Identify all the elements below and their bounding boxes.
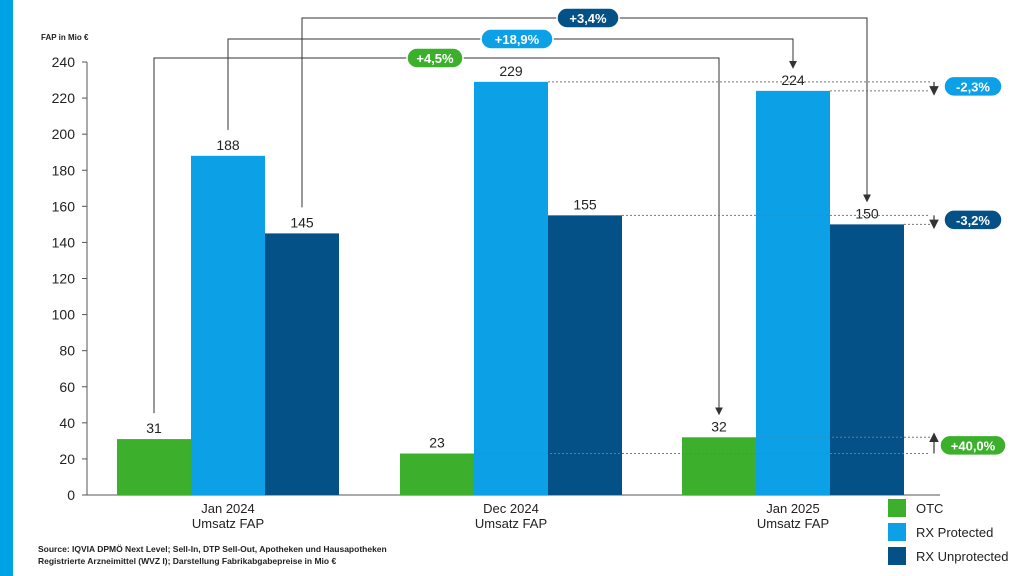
source-line-1: Source: IQVIA DPMÖ Next Level; Sell-In, …: [38, 544, 387, 554]
annotation-label: +40,0%: [951, 438, 996, 453]
legend: OTC RX Protected RX Unprotected: [888, 497, 1009, 569]
y-tick-label: 140: [52, 234, 76, 250]
data-label: 229: [499, 63, 523, 79]
annotation-label: +3,4%: [569, 11, 607, 26]
yoy-badge: [406, 47, 464, 69]
y-tick-label: 180: [52, 162, 76, 178]
y-tick-label: 20: [59, 451, 75, 467]
y-tick-label: 0: [67, 487, 75, 503]
bar: [191, 155, 265, 496]
legend-label: RX Unprotected: [916, 548, 1009, 564]
y-tick-label: 160: [52, 198, 76, 214]
yoy-badge: [480, 28, 554, 50]
data-label: 224: [781, 72, 805, 88]
y-tick-label: 240: [52, 54, 76, 70]
legend-label: RX Protected: [916, 524, 994, 540]
bar: [117, 439, 191, 495]
annotation-label: +4,5%: [416, 51, 454, 66]
data-label: 31: [146, 420, 162, 436]
bar: [474, 81, 548, 496]
bar: [400, 453, 474, 495]
annotation-label: -2,3%: [956, 79, 990, 94]
yoy-badge: [556, 7, 620, 29]
legend-swatch-otc: [888, 499, 906, 517]
data-label: 155: [573, 196, 597, 212]
x-tick-label: Jan 2025: [766, 501, 820, 516]
y-tick-label: 220: [52, 90, 76, 106]
annotation-label: +18,9%: [495, 32, 540, 47]
data-label: 188: [216, 137, 240, 153]
bar: [830, 224, 904, 495]
y-tick-label: 60: [59, 379, 75, 395]
legend-item-rx-protected: RX Protected: [888, 521, 1009, 543]
x-tick-sublabel: Umsatz FAP: [192, 516, 264, 531]
source-line-2: Registrierte Arzneimittel (WVZ I); Darst…: [38, 556, 337, 566]
legend-swatch-rx-protected: [888, 523, 906, 541]
y-tick-label: 200: [52, 126, 76, 142]
mom-badge: [943, 75, 1003, 98]
bar: [265, 233, 339, 496]
data-label: 23: [429, 435, 445, 451]
x-tick-sublabel: Umsatz FAP: [475, 516, 547, 531]
legend-swatch-rx-unprotected: [888, 547, 906, 565]
data-label: 145: [290, 214, 314, 230]
bar: [756, 90, 830, 495]
y-axis-title: FAP in Mio €: [41, 33, 89, 42]
accent-bar: [0, 0, 13, 576]
mom-badge: [943, 209, 1003, 231]
bar: [548, 215, 622, 495]
bar: [682, 437, 756, 495]
mom-badge: [939, 434, 1007, 457]
x-tick-label: Jan 2024: [201, 501, 255, 516]
data-label: 32: [711, 418, 727, 434]
source-note: Source: IQVIA DPMÖ Next Level; Sell-In, …: [38, 543, 387, 567]
legend-item-rx-unprotected: RX Unprotected: [888, 545, 1009, 567]
y-tick-label: 80: [59, 343, 75, 359]
y-tick-label: 100: [52, 307, 76, 323]
legend-label: OTC: [916, 500, 944, 516]
y-tick-label: 40: [59, 415, 75, 431]
data-label: 150: [855, 205, 879, 221]
annotation-label: -3,2%: [956, 213, 990, 228]
y-tick-label: 120: [52, 271, 76, 287]
x-tick-sublabel: Umsatz FAP: [757, 516, 829, 531]
legend-item-otc: OTC: [888, 497, 1009, 519]
x-tick-label: Dec 2024: [483, 501, 539, 516]
